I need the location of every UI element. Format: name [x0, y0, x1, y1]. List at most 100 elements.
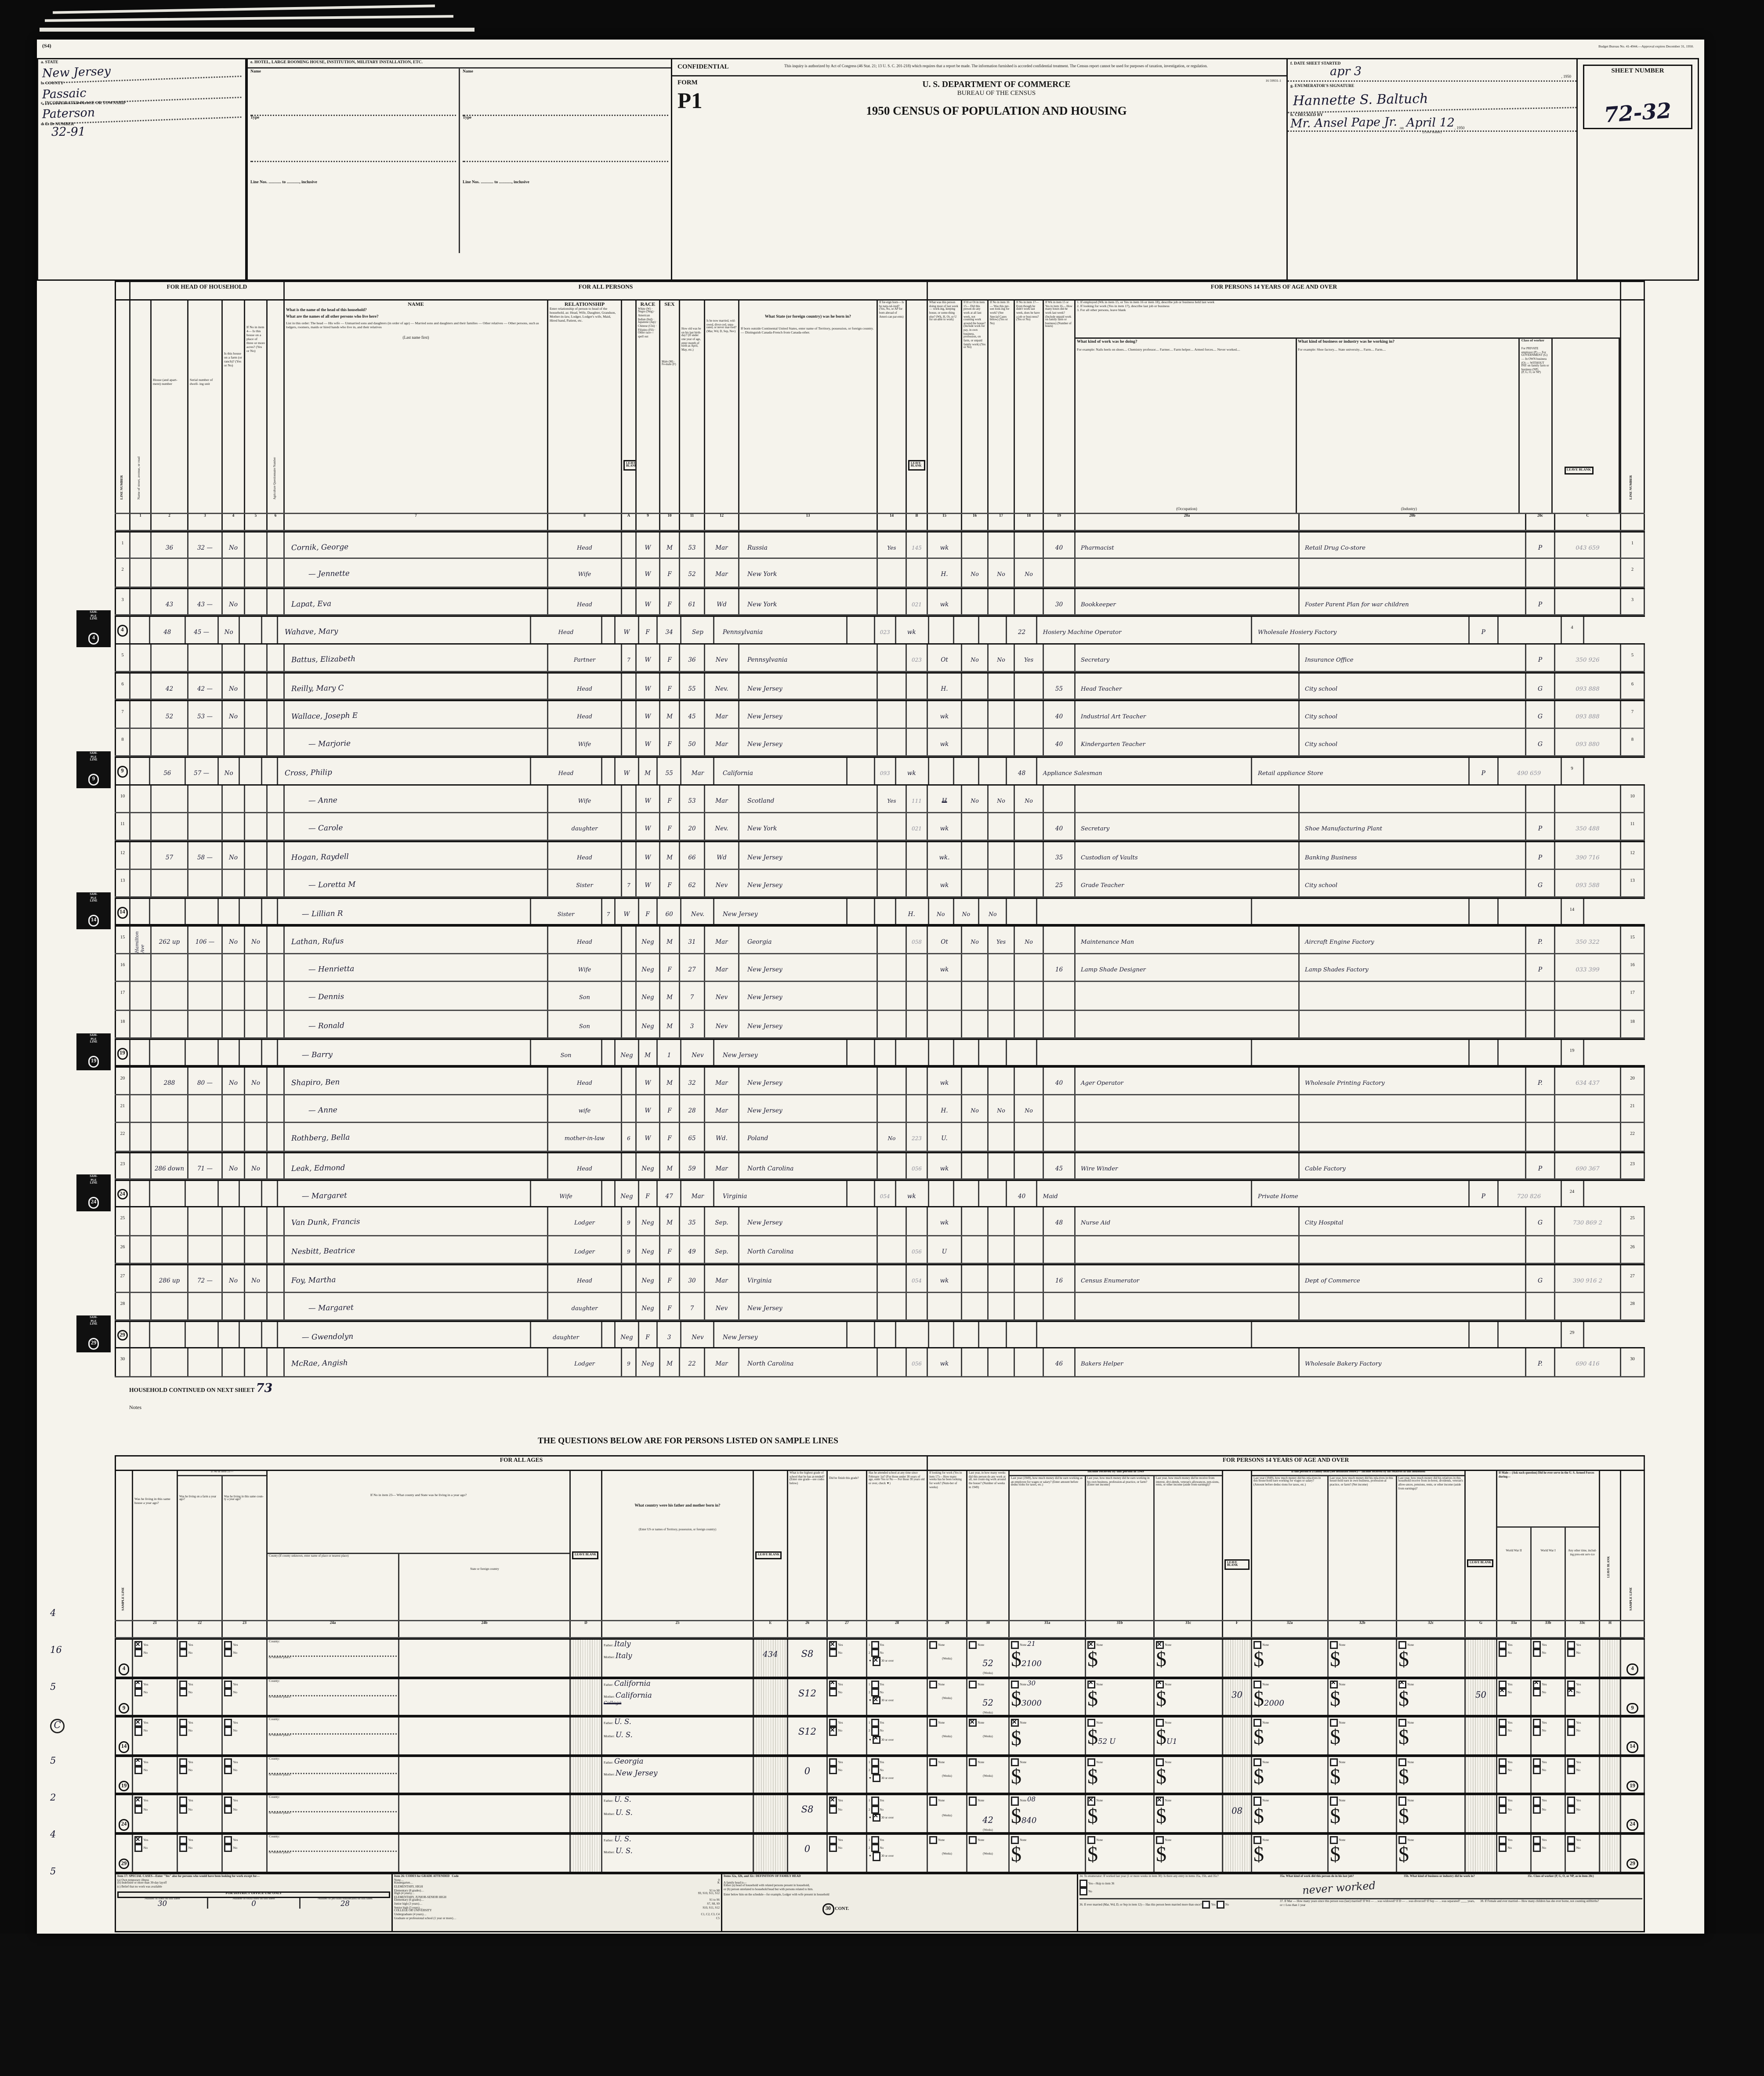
- cell-sex: M: [639, 758, 658, 784]
- cell-age: 50: [680, 728, 705, 756]
- cell-code-c: [1555, 1123, 1621, 1150]
- cell-d: [571, 1796, 602, 1832]
- cell-doing: wk: [928, 1152, 962, 1178]
- cell-32c: None$: [1397, 1678, 1466, 1715]
- col-28: Has he attended school at any time since…: [867, 1471, 928, 1620]
- cell-item16: [962, 954, 989, 981]
- cell-acres: [245, 982, 268, 1009]
- colnum-28: 28: [867, 1621, 928, 1637]
- cell-serial: 43 —: [188, 589, 223, 615]
- cell-hours: [1044, 1095, 1076, 1122]
- census-title: 1950 CENSUS OF POPULATION AND HOUSING: [866, 104, 1127, 117]
- enumerator-label: g. ENUMERATOR'S SIGNATURE: [1290, 83, 1355, 88]
- cell-agqn: [268, 1292, 285, 1319]
- cell-rel-code: 9: [622, 1348, 637, 1376]
- cell-30: None(Weeks): [967, 1757, 1010, 1793]
- cell-31a: None 21 $2100: [1010, 1640, 1086, 1676]
- income-family-label: If this person is a family head (see def…: [1252, 1471, 1464, 1476]
- cell-agqn: [268, 842, 285, 869]
- line-number-right: 18: [1621, 1010, 1645, 1038]
- cell-house: [152, 644, 188, 671]
- street-cell: [130, 954, 152, 981]
- cell-item16: [962, 842, 989, 869]
- col-class-of-worker: Class of worker For PRIVATE employer (P) …: [1520, 339, 1552, 513]
- cell-32a: None $2000: [1252, 1678, 1329, 1715]
- cell-race: W: [637, 1095, 660, 1122]
- line-number-right: 27: [1621, 1265, 1645, 1291]
- cell-item18: No: [1015, 927, 1044, 953]
- armed-forces-label: If Male— (Ask each question) Did he ever…: [1497, 1471, 1599, 1528]
- cell-birthplace: New Jersey: [739, 673, 878, 699]
- cell-naturalized: [878, 728, 907, 756]
- cell-hours: [1044, 1010, 1076, 1038]
- line-number: 2: [115, 559, 130, 587]
- cell-race: W: [637, 842, 660, 869]
- cell-code-c: [1555, 1010, 1621, 1038]
- cell-occupation: Ager Operator: [1076, 1068, 1300, 1094]
- cell-23: Yes No: [223, 1717, 268, 1754]
- cell-e: [754, 1796, 788, 1832]
- cell-24b: [399, 1640, 571, 1676]
- cell-industry: Foster Parent Plan for war children: [1300, 589, 1526, 615]
- cell-rel-code: [622, 728, 637, 756]
- colnum-20c: 20c: [1526, 514, 1555, 530]
- cell-24b: [399, 1678, 571, 1715]
- cell-sex: M: [660, 1068, 680, 1094]
- sheet-number-label: SHEET NUMBER: [1611, 69, 1664, 75]
- line-number: 15: [115, 927, 130, 953]
- sheet-number-value: 72-32: [1603, 98, 1673, 128]
- cell-item16: [929, 1181, 954, 1207]
- cell-acres: [245, 954, 268, 981]
- colnum-33a: 33a: [1497, 1621, 1532, 1637]
- cell-item16: [962, 1208, 989, 1235]
- cell-relationship: Sister: [548, 870, 622, 897]
- cell-race: W: [637, 870, 660, 897]
- cell-h: [1600, 1757, 1621, 1793]
- cell-race: Neg: [637, 927, 660, 953]
- cell-age: 27: [680, 954, 705, 981]
- cell-house: 52: [152, 702, 188, 728]
- cell-house: 56: [150, 758, 186, 784]
- line-number: 24: [115, 1181, 130, 1207]
- print-code: 16 59931-1: [1265, 79, 1281, 83]
- cell-acres: [245, 559, 268, 587]
- sample-line-number-right: 9: [1621, 1678, 1645, 1715]
- cell-farm: [223, 728, 245, 756]
- line-number-right: 24: [1561, 1181, 1584, 1207]
- cell-e: [754, 1678, 788, 1715]
- confidential-label: CONFIDENTIAL: [677, 65, 729, 71]
- sample-lines-table: FOR ALL AGES FOR PERSONS 14 YEARS OF AGE …: [115, 1455, 1645, 1873]
- cell-occupation: Bakers Helper: [1076, 1348, 1300, 1376]
- cell-27: Yes No: [828, 1757, 867, 1793]
- colnum-24a: 24a: [268, 1621, 399, 1637]
- cell-industry: Insurance Office: [1300, 644, 1526, 671]
- cell-doing: [928, 1010, 962, 1038]
- state-label: a. STATE: [41, 59, 58, 65]
- cell-24a: County: or nearest place:: [268, 1834, 399, 1871]
- cell-sex: F: [660, 644, 680, 671]
- cell-age: 62: [680, 870, 705, 897]
- col-occupation: What kind of work was he doing? For examp…: [1076, 339, 1297, 513]
- margin-mark: 5: [50, 1756, 56, 1766]
- cell-code-c: 690 367: [1555, 1152, 1621, 1178]
- cell-race: Neg: [616, 1322, 639, 1348]
- cell-item18: No: [1015, 559, 1044, 587]
- section-all-persons: FOR ALL PERSONS: [285, 282, 928, 299]
- colnum-31b: 31b: [1086, 1621, 1155, 1637]
- cell-hours: 25: [1044, 870, 1076, 897]
- col-acres: If No in item 4— Is this house on a plac…: [245, 301, 268, 513]
- colnum-10: 10: [660, 514, 680, 530]
- cell-item16: [962, 533, 989, 558]
- street-cell: [130, 644, 152, 671]
- col-name: NAME What is the name of the head of this…: [285, 301, 548, 513]
- line-number: 27: [115, 1265, 130, 1291]
- cell-age: 31: [680, 927, 705, 953]
- cell-occupation: Grade Teacher: [1076, 870, 1300, 897]
- cell-agqn: [262, 899, 279, 925]
- cell-item16: [929, 617, 954, 643]
- cell-serial: 72 —: [188, 1265, 223, 1291]
- colnum-H: H: [1600, 1621, 1621, 1637]
- cell-doing: wk: [928, 954, 962, 981]
